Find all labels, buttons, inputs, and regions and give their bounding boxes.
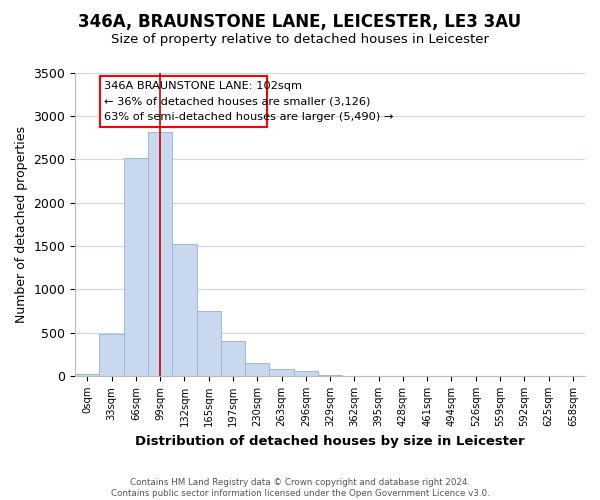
Bar <box>318 375 342 376</box>
Bar <box>197 311 221 376</box>
Text: 346A, BRAUNSTONE LANE, LEICESTER, LE3 3AU: 346A, BRAUNSTONE LANE, LEICESTER, LE3 3A… <box>79 12 521 30</box>
Bar <box>100 334 124 376</box>
Bar <box>148 132 172 376</box>
Y-axis label: Number of detached properties: Number of detached properties <box>15 126 28 323</box>
Bar <box>124 158 148 376</box>
Text: 346A BRAUNSTONE LANE: 102sqm
← 36% of detached houses are smaller (3,126)
63% of: 346A BRAUNSTONE LANE: 102sqm ← 36% of de… <box>104 82 394 122</box>
Text: Contains HM Land Registry data © Crown copyright and database right 2024.
Contai: Contains HM Land Registry data © Crown c… <box>110 478 490 498</box>
Bar <box>293 372 318 376</box>
Bar <box>269 369 293 376</box>
Text: Size of property relative to detached houses in Leicester: Size of property relative to detached ho… <box>111 32 489 46</box>
Bar <box>221 342 245 376</box>
Bar <box>75 374 100 376</box>
X-axis label: Distribution of detached houses by size in Leicester: Distribution of detached houses by size … <box>135 434 525 448</box>
Bar <box>172 244 197 376</box>
FancyBboxPatch shape <box>100 76 267 127</box>
Bar <box>245 362 269 376</box>
